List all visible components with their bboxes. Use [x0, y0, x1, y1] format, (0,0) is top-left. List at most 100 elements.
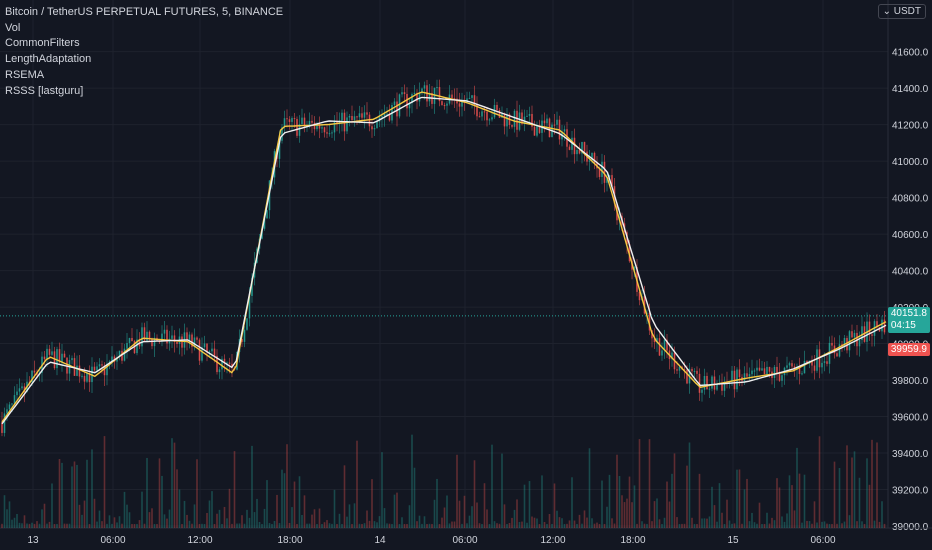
candle-body: [181, 336, 183, 348]
volume-bar: [158, 458, 161, 528]
volume-bar: [36, 521, 38, 528]
volume-bar: [348, 504, 351, 528]
volume-bar: [16, 513, 18, 528]
volume-bar: [586, 517, 588, 528]
volume-bar: [648, 439, 651, 528]
indicator-lengthadaptation[interactable]: LengthAdaptation: [5, 53, 92, 66]
candle-body: [3, 413, 6, 433]
candle-body: [811, 360, 813, 366]
indicator-commonfilters[interactable]: CommonFilters: [5, 37, 80, 50]
volume-bar: [488, 523, 491, 528]
volume-bar: [123, 491, 126, 528]
volume-bar: [46, 523, 48, 528]
volume-bar: [376, 522, 378, 528]
volume-bar: [823, 521, 826, 528]
volume-bar: [723, 524, 726, 528]
candle-body: [141, 327, 143, 347]
volume-bar: [338, 513, 341, 528]
volume-bar: [441, 517, 443, 528]
candle-body: [768, 366, 771, 372]
volume-bar: [86, 459, 88, 528]
candle-body: [53, 351, 56, 369]
candle-body: [371, 126, 373, 130]
currency-button[interactable]: ⌄ USDT: [877, 4, 926, 19]
candle-body: [96, 366, 98, 371]
volume-bar: [346, 516, 348, 528]
volume-bar: [18, 522, 21, 528]
candle-body: [853, 332, 856, 338]
volume-bar: [246, 509, 248, 528]
volume-bar: [828, 523, 831, 528]
volume-bar: [416, 521, 418, 528]
volume-bar: [843, 521, 846, 528]
candle-body: [876, 321, 878, 328]
volume-bar: [696, 523, 698, 528]
candle-body: [441, 101, 443, 106]
volume-bar: [588, 448, 591, 528]
volume-bar: [191, 523, 193, 528]
candle-body: [83, 375, 86, 382]
time-tick-label: 06:00: [810, 535, 835, 546]
candle-body: [218, 369, 221, 373]
volume-bar: [308, 523, 311, 528]
volume-bar: [443, 507, 446, 528]
indicator-vol[interactable]: Vol: [5, 21, 21, 34]
volume-bar: [818, 436, 821, 528]
volume-bar: [408, 505, 411, 528]
volume-bar: [731, 523, 733, 528]
volume-bar: [498, 523, 501, 528]
volume-bar: [203, 523, 206, 528]
volume-bar: [676, 517, 678, 528]
volume-bar: [546, 523, 548, 528]
indicator-rsema[interactable]: RSEMA: [5, 68, 45, 81]
candle-body: [798, 366, 801, 374]
candle-body: [31, 370, 33, 382]
volume-bar: [221, 523, 223, 528]
candle-body: [536, 125, 538, 136]
volume-bar: [131, 523, 133, 528]
candle-body: [398, 94, 401, 117]
volume-bar: [701, 518, 703, 528]
volume-bar: [391, 523, 393, 528]
candle-body: [43, 356, 46, 360]
candle-body: [653, 338, 656, 343]
volume-bar: [201, 523, 203, 528]
candle-body: [101, 364, 103, 366]
price-tick-label: 40800.0: [892, 194, 929, 205]
time-tick-label: 06:00: [100, 535, 125, 546]
volume-bar: [761, 523, 763, 528]
candle-body: [518, 112, 521, 130]
candle-body: [336, 121, 338, 124]
volume-bar: [581, 523, 583, 528]
candle-body: [638, 291, 641, 301]
volume-bar: [53, 523, 56, 528]
volume-bar: [773, 520, 776, 528]
symbol-title[interactable]: Bitcoin / TetherUS PERPETUAL FUTURES, 5,…: [5, 6, 284, 18]
volume-bar: [733, 523, 736, 528]
volume-bar: [863, 524, 866, 528]
candle-body: [573, 137, 576, 155]
candle-body: [188, 334, 191, 341]
time-tick-label: 06:00: [452, 535, 477, 546]
volume-bar: [178, 489, 181, 528]
volume-bar: [171, 438, 173, 528]
price-tick-label: 39600.0: [892, 413, 929, 424]
volume-bar: [6, 509, 8, 528]
volume-bar: [591, 518, 593, 528]
volume-bar: [738, 469, 741, 528]
candle-body: [601, 161, 603, 177]
volume-bar: [368, 520, 371, 528]
volume-bar: [88, 523, 91, 528]
candle-body: [826, 361, 828, 364]
candle-body: [698, 373, 701, 393]
indicator-rsss[interactable]: RSSS [lastguru]: [5, 84, 84, 97]
volume-bar: [618, 475, 621, 528]
chevron-down-icon: ⌄: [882, 6, 891, 17]
volume-bar: [463, 495, 466, 528]
candle-body: [846, 337, 848, 351]
candle-body: [711, 376, 713, 389]
volume-bar: [401, 517, 403, 528]
candle-body: [111, 356, 113, 362]
